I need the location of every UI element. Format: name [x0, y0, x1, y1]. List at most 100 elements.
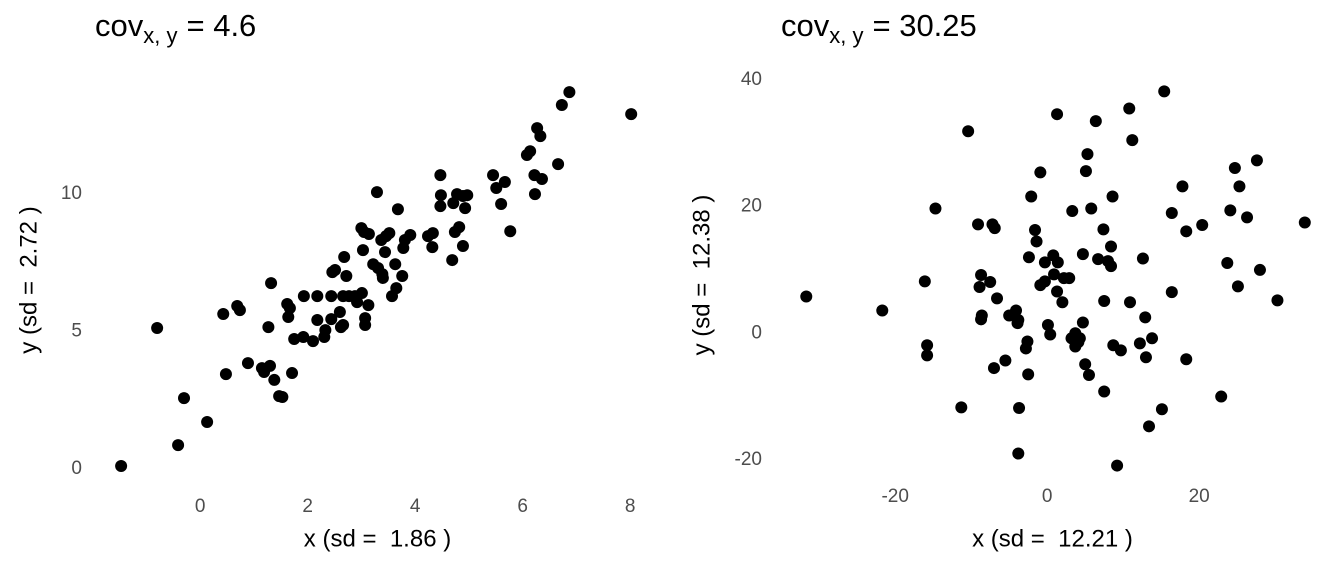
point: [1025, 190, 1038, 203]
point: [276, 390, 289, 403]
point: [1298, 216, 1311, 229]
point: [219, 368, 232, 381]
point: [1041, 319, 1054, 332]
point: [233, 304, 246, 317]
y-axis-title: y (sd = 12.38 ): [688, 195, 715, 356]
point: [391, 203, 404, 216]
point: [396, 270, 409, 283]
point: [988, 222, 1001, 235]
point: [286, 367, 299, 380]
point: [524, 145, 537, 158]
point: [972, 218, 985, 231]
point: [1012, 447, 1025, 460]
x-tick-label: 6: [517, 496, 528, 517]
point: [351, 296, 364, 309]
point: [1133, 337, 1146, 350]
point: [1215, 390, 1228, 403]
x-tick-label: 2: [302, 496, 313, 517]
point: [1034, 166, 1047, 179]
point: [1098, 294, 1111, 307]
point: [1155, 403, 1168, 416]
point: [552, 158, 565, 171]
point: [311, 314, 324, 326]
title-subscript: x, y: [829, 23, 863, 48]
point: [434, 200, 447, 213]
y-tick-label: 40: [741, 69, 762, 90]
point: [318, 331, 331, 344]
point: [1271, 294, 1284, 307]
point: [999, 354, 1012, 367]
point: [1228, 162, 1241, 175]
point: [359, 318, 372, 331]
point: [1233, 180, 1246, 193]
y-axis-title: y (sd = 2.72 ): [15, 206, 42, 353]
point: [379, 246, 392, 259]
point: [434, 189, 447, 202]
x-tick-label: 0: [1042, 486, 1053, 507]
title-rest: = 30.25: [872, 8, 976, 43]
y-tick-label: 20: [741, 196, 762, 217]
point: [1253, 263, 1266, 276]
x-tick-label: -20: [881, 486, 908, 507]
point: [975, 269, 988, 281]
x-tick-label: 4: [410, 496, 421, 517]
point: [1056, 296, 1069, 309]
point: [975, 313, 988, 326]
point: [151, 321, 164, 334]
point: [434, 169, 447, 182]
point: [325, 313, 338, 326]
point: [461, 189, 474, 202]
point: [1092, 253, 1105, 266]
point: [987, 362, 1000, 375]
title-rest: = 4.6: [186, 8, 256, 43]
point: [921, 349, 934, 362]
point: [356, 244, 369, 257]
point: [241, 357, 254, 370]
panel: covx, y = 4.6 0 2 4 6 8 0 5 10 x (sd = 1.86 ) y (sd…: [15, 8, 638, 552]
point: [1038, 256, 1051, 269]
y-tick-label: 0: [71, 458, 82, 479]
point: [984, 275, 997, 288]
point: [563, 86, 576, 99]
point: [383, 227, 396, 240]
point: [1013, 401, 1026, 414]
point: [297, 290, 310, 303]
point: [1010, 304, 1023, 317]
point: [1143, 420, 1156, 433]
title-base: cov: [95, 8, 144, 43]
point: [447, 197, 460, 210]
point: [1081, 148, 1094, 161]
point: [955, 401, 968, 414]
point: [1051, 256, 1064, 269]
point: [329, 263, 342, 276]
panel-title: covx, y = 4.6: [95, 8, 256, 48]
point: [1030, 235, 1043, 248]
point: [1231, 280, 1244, 293]
point: [1176, 180, 1189, 193]
point: [1105, 260, 1118, 273]
point: [498, 175, 511, 188]
point: [311, 290, 324, 303]
point: [115, 459, 128, 472]
point: [201, 415, 214, 428]
point: [1196, 218, 1209, 231]
point: [487, 169, 500, 182]
point: [1097, 223, 1110, 236]
point: [1105, 240, 1118, 253]
point: [929, 202, 942, 215]
title-subscript: x, y: [143, 23, 177, 48]
point: [1180, 353, 1193, 366]
point: [1165, 206, 1178, 219]
point: [1126, 134, 1139, 147]
point: [1019, 342, 1032, 355]
point: [1139, 351, 1152, 364]
point: [625, 108, 638, 121]
panel: covx, y = 30.25 -20 0 20 -20 0 20 40 x (sd = 12.2…: [688, 8, 1311, 552]
point: [555, 99, 568, 112]
x-tick-label: 20: [1189, 486, 1210, 507]
point: [534, 130, 547, 143]
point: [876, 304, 889, 317]
point: [1165, 286, 1178, 299]
x-tick-label: 0: [195, 496, 206, 517]
